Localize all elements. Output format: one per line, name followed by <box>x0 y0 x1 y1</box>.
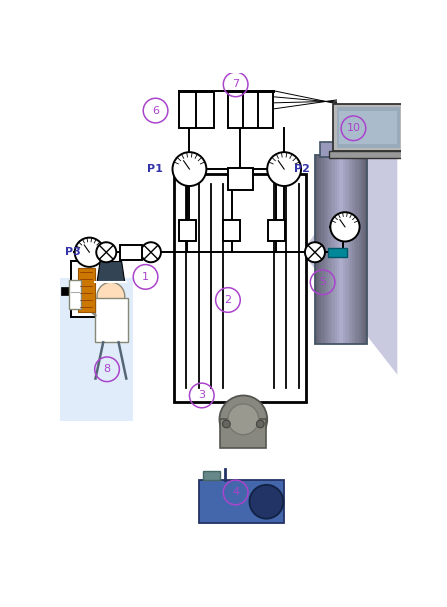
Bar <box>337 107 400 148</box>
Bar <box>365 155 367 344</box>
Bar <box>315 155 317 344</box>
Bar <box>343 155 346 344</box>
Bar <box>60 279 133 421</box>
Text: P1: P1 <box>148 164 163 174</box>
Circle shape <box>219 396 267 443</box>
Circle shape <box>257 420 264 428</box>
Polygon shape <box>97 262 125 282</box>
Text: 3: 3 <box>198 390 205 401</box>
Text: 8: 8 <box>103 364 110 375</box>
Bar <box>315 155 367 344</box>
Circle shape <box>141 242 161 262</box>
Text: 6: 6 <box>152 106 159 115</box>
Bar <box>350 155 352 344</box>
Circle shape <box>249 485 283 518</box>
Bar <box>224 220 240 242</box>
Circle shape <box>267 152 301 186</box>
Text: 1: 1 <box>142 272 149 282</box>
Text: 4: 4 <box>232 487 239 498</box>
Bar <box>333 104 404 151</box>
Circle shape <box>97 282 125 310</box>
Bar <box>330 155 333 344</box>
Circle shape <box>228 404 259 435</box>
Bar <box>320 142 362 157</box>
Bar <box>333 155 334 344</box>
Circle shape <box>223 420 230 428</box>
Bar <box>319 155 321 344</box>
Bar <box>220 419 266 448</box>
Bar <box>339 155 341 344</box>
Bar <box>268 220 285 242</box>
Text: P2: P2 <box>294 164 310 174</box>
Bar <box>361 155 363 344</box>
Bar <box>363 155 365 344</box>
Circle shape <box>305 242 325 262</box>
Text: 5: 5 <box>319 277 326 287</box>
Bar <box>339 111 397 144</box>
Text: P3: P3 <box>65 247 80 257</box>
Bar <box>203 471 220 480</box>
Bar <box>352 155 354 344</box>
Bar <box>228 168 253 190</box>
Bar <box>329 151 407 158</box>
Bar <box>358 155 361 344</box>
Bar <box>179 92 214 128</box>
Circle shape <box>96 242 116 262</box>
Bar <box>326 155 328 344</box>
Bar <box>348 155 350 344</box>
Circle shape <box>330 212 359 242</box>
Bar <box>69 280 81 309</box>
Bar <box>334 155 337 344</box>
Bar <box>78 268 95 311</box>
Polygon shape <box>302 117 397 375</box>
Bar <box>199 480 284 523</box>
Bar <box>174 174 307 402</box>
Bar <box>120 245 142 260</box>
Text: 10: 10 <box>346 123 360 134</box>
Bar <box>71 262 111 317</box>
Bar <box>341 155 343 344</box>
Bar <box>328 248 347 257</box>
Bar <box>321 155 324 344</box>
Bar <box>96 297 128 342</box>
Bar <box>179 220 196 242</box>
Bar <box>337 155 339 344</box>
Circle shape <box>173 152 207 186</box>
Circle shape <box>75 237 104 267</box>
Bar <box>324 155 326 344</box>
Text: 2: 2 <box>224 295 232 305</box>
Bar <box>328 155 330 344</box>
Bar <box>317 155 319 344</box>
Bar <box>356 155 358 344</box>
Bar <box>346 155 348 344</box>
Bar <box>61 287 71 296</box>
Bar <box>354 155 356 344</box>
Bar <box>228 92 273 128</box>
Text: 7: 7 <box>232 80 239 89</box>
